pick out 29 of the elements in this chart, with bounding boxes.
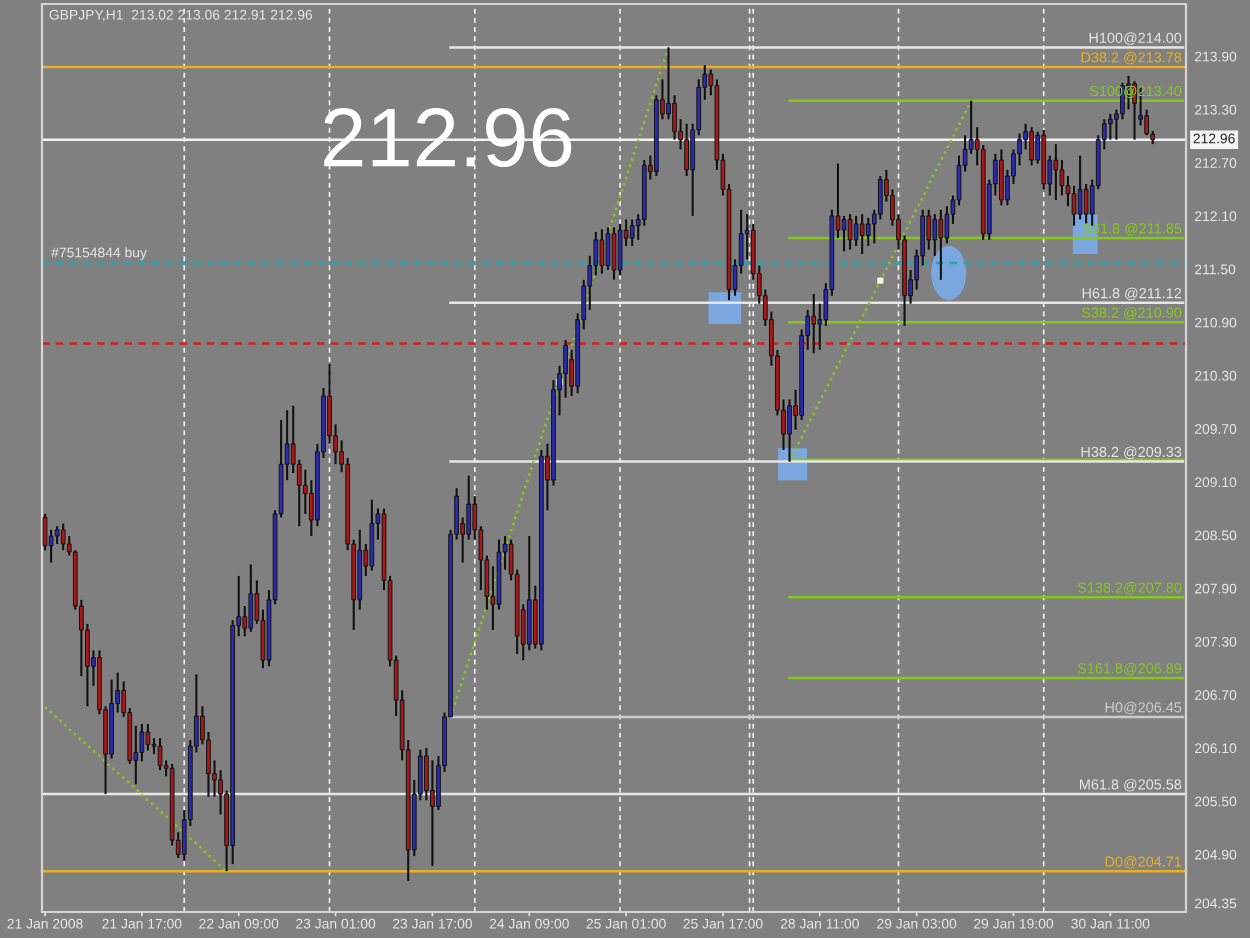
candlestick bbox=[617, 222, 623, 277]
candlestick bbox=[1029, 126, 1035, 167]
candlestick bbox=[1107, 112, 1113, 141]
candlestick bbox=[629, 218, 635, 248]
candlestick bbox=[605, 226, 611, 272]
candlestick bbox=[787, 398, 792, 463]
candlestick bbox=[999, 148, 1004, 207]
candlestick bbox=[611, 226, 617, 281]
candlestick bbox=[248, 563, 254, 633]
candlestick bbox=[811, 292, 817, 355]
candlestick bbox=[859, 213, 865, 256]
candlestick bbox=[157, 737, 163, 772]
candlestick bbox=[1053, 143, 1059, 201]
candlestick bbox=[926, 208, 932, 251]
candlestick bbox=[841, 214, 847, 253]
candlestick bbox=[369, 498, 375, 572]
candlestick bbox=[1071, 184, 1077, 227]
candlestick bbox=[938, 208, 944, 281]
candlestick bbox=[865, 216, 871, 248]
candlestick bbox=[853, 214, 859, 248]
candlestick bbox=[145, 722, 151, 752]
candlestick bbox=[1077, 154, 1083, 221]
candlestick bbox=[684, 122, 689, 178]
candlestick bbox=[599, 228, 605, 275]
candlestick bbox=[847, 213, 853, 251]
candlestick bbox=[1083, 182, 1089, 225]
candlestick bbox=[526, 534, 532, 652]
candlestick bbox=[60, 522, 66, 552]
line-series bbox=[43, 705, 228, 873]
